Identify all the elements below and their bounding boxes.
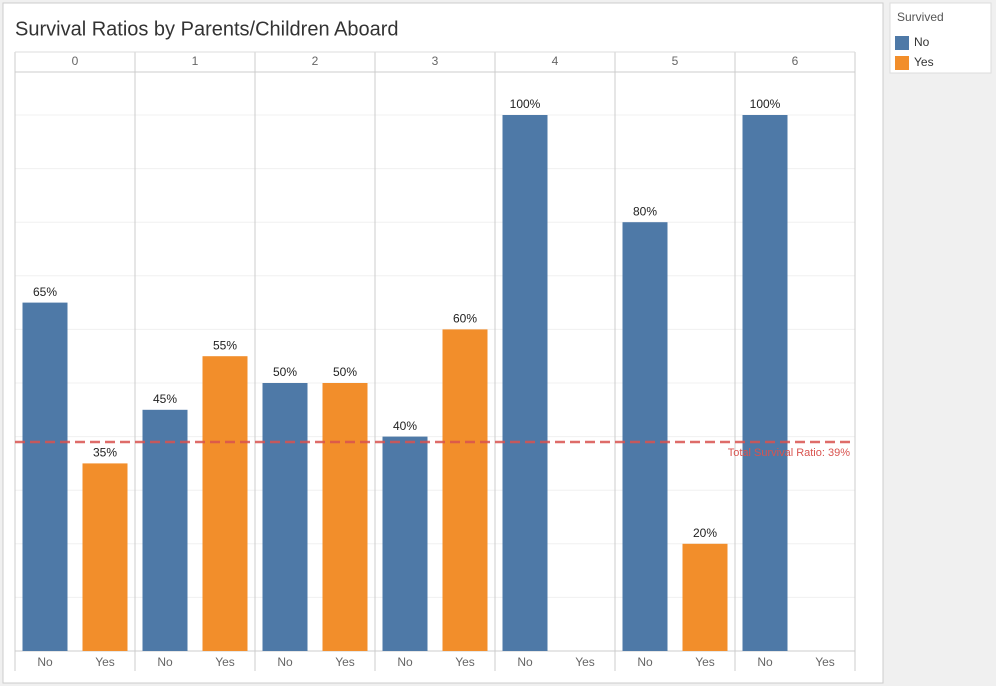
bar (382, 436, 428, 651)
bar (442, 329, 488, 651)
value-label: 55% (213, 338, 237, 352)
bar (22, 302, 68, 651)
value-label: 65% (33, 285, 57, 299)
value-label: 50% (273, 365, 297, 379)
x-tick-label: No (517, 655, 533, 669)
x-tick-label: Yes (575, 655, 595, 669)
legend-swatch (895, 36, 909, 50)
bar (262, 383, 308, 651)
value-label: 20% (693, 526, 717, 540)
value-label: 50% (333, 365, 357, 379)
column-header: 1 (192, 54, 199, 68)
value-label: 40% (393, 419, 417, 433)
legend-label: No (914, 35, 930, 49)
x-tick-label: Yes (695, 655, 715, 669)
x-tick-label: Yes (455, 655, 475, 669)
value-label: 80% (633, 204, 657, 218)
x-tick-label: No (37, 655, 53, 669)
bar (742, 115, 788, 651)
x-tick-label: No (397, 655, 413, 669)
bar (622, 222, 668, 651)
x-tick-label: No (157, 655, 173, 669)
chart-title: Survival Ratios by Parents/Children Aboa… (15, 18, 399, 40)
reference-label: Total Survival Ratio: 39% (728, 447, 850, 459)
x-tick-label: Yes (335, 655, 355, 669)
legend-title: Survived (897, 10, 944, 24)
column-header: 5 (672, 54, 679, 68)
x-tick-label: Yes (95, 655, 115, 669)
column-header: 0 (72, 54, 79, 68)
x-tick-label: No (637, 655, 653, 669)
bar (82, 463, 128, 651)
value-label: 45% (153, 392, 177, 406)
bar (322, 383, 368, 651)
value-label: 60% (453, 312, 477, 326)
x-tick-label: Yes (215, 655, 235, 669)
bar (502, 115, 548, 651)
value-label: 100% (510, 97, 541, 111)
x-tick-label: Yes (815, 655, 835, 669)
column-header: 2 (312, 54, 319, 68)
bar (202, 356, 248, 651)
column-header: 3 (432, 54, 439, 68)
value-label: 35% (93, 446, 117, 460)
column-header: 6 (792, 54, 799, 68)
legend-swatch (895, 56, 909, 70)
bar (142, 409, 188, 651)
value-label: 100% (750, 97, 781, 111)
x-tick-label: No (277, 655, 293, 669)
bar (682, 543, 728, 651)
x-tick-label: No (757, 655, 773, 669)
legend-label: Yes (914, 55, 934, 69)
column-header: 4 (552, 54, 559, 68)
